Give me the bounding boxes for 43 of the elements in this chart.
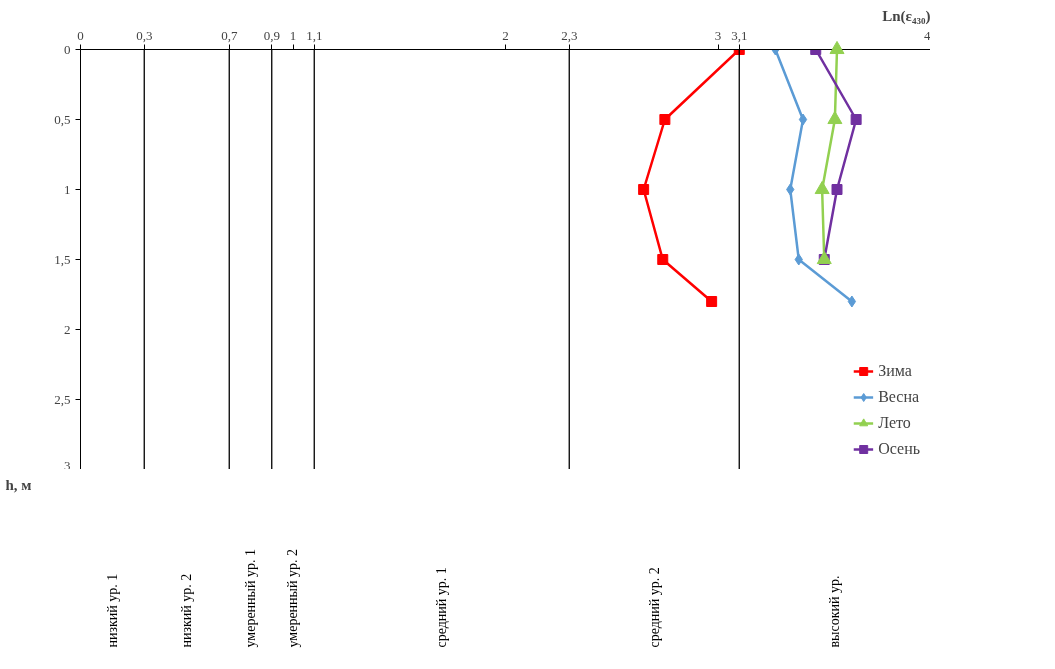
point — [814, 180, 830, 195]
point — [659, 114, 671, 125]
y-axis-title: h, м — [5, 476, 32, 493]
text: умеренный ур. 1 — [243, 549, 258, 648]
point — [657, 254, 669, 265]
y-tick-label: 2 — [64, 321, 71, 337]
x-tick-label: 0 — [77, 27, 84, 43]
text: высокий ур. — [827, 575, 843, 648]
x-tick-label: 1 — [289, 27, 297, 43]
point — [829, 40, 845, 55]
point — [847, 295, 857, 308]
text: низкий ур. 1 — [104, 573, 120, 648]
x-tick-label: 2 — [502, 27, 509, 43]
x-tick-label: 1,1 — [306, 27, 323, 43]
text: средний ур. 1 — [434, 567, 450, 648]
y-tick-label: 0,5 — [54, 111, 71, 127]
x-axis-title: Ln(ε₄₃₀) — [882, 7, 931, 25]
x-tick-label: 0,9 — [263, 27, 280, 43]
text: средний ур. 2 — [646, 567, 662, 648]
x-tick-label: 3,1 — [731, 27, 748, 43]
point — [850, 114, 862, 125]
legend-label: Осень — [878, 440, 920, 458]
point — [638, 184, 650, 195]
legend-label: Зима — [878, 362, 912, 380]
x-tick-label: 0,3 — [136, 27, 153, 43]
point — [827, 110, 843, 125]
x-tick-label: 3 — [714, 27, 722, 43]
legend-label: Весна — [878, 388, 920, 406]
y-tick-label: 0 — [64, 41, 71, 57]
y-tick-label: 1 — [64, 181, 71, 197]
point — [706, 296, 718, 307]
x-tick-label: 2,3 — [561, 27, 578, 43]
point — [831, 184, 843, 195]
text: низкий ур. 2 — [179, 573, 195, 648]
x-tick-label: 0,7 — [221, 27, 238, 43]
point — [816, 250, 832, 265]
x-tick-label: 4 — [924, 27, 931, 43]
legend-label: Лето — [878, 414, 911, 432]
y-tick-label: 2,5 — [54, 391, 71, 407]
point — [798, 113, 808, 126]
text: умеренный ур. 2 — [285, 549, 301, 648]
y-tick-label: 1,5 — [54, 251, 71, 267]
y-tick-label: 3 — [64, 457, 71, 473]
